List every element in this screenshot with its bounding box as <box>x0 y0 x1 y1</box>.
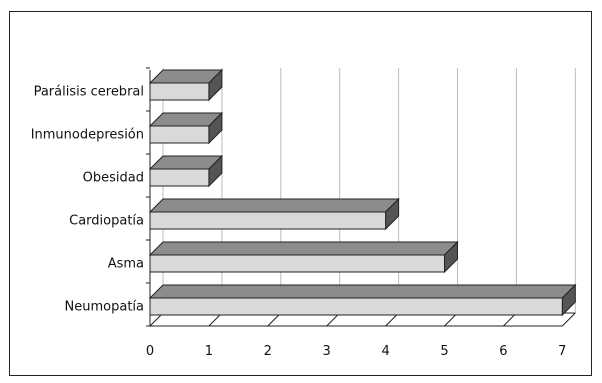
bar-1 <box>148 283 577 317</box>
floor-diagonal-7 <box>561 312 576 327</box>
bar-4 <box>148 154 224 188</box>
bar-front-2 <box>149 254 445 273</box>
bar-front-3 <box>149 211 387 230</box>
bar-5 <box>148 111 224 145</box>
category-label-6: Parálisis cerebral <box>34 85 144 100</box>
x-tick-label-5: 5 <box>440 344 448 359</box>
category-label-3: Cardiopatía <box>69 214 144 229</box>
x-tick-label-0: 0 <box>146 344 154 359</box>
category-label-2: Asma <box>108 257 144 272</box>
bar-front-4 <box>149 168 210 187</box>
category-label-5: Inmunodepresión <box>31 128 144 143</box>
category-label-4: Obesidad <box>83 171 144 186</box>
x-tick-label-4: 4 <box>381 344 389 359</box>
bar-6 <box>148 68 224 102</box>
bar-2 <box>148 240 459 274</box>
axis-layer <box>146 67 563 327</box>
x-tick-label-6: 6 <box>499 344 507 359</box>
bar-front-6 <box>149 82 210 101</box>
bar-top-3 <box>148 198 400 213</box>
bar-front-1 <box>149 297 563 316</box>
x-tick-label-7: 7 <box>558 344 566 359</box>
bar-3 <box>148 197 400 231</box>
x-tick-label-2: 2 <box>264 344 272 359</box>
bar-front-5 <box>149 125 210 144</box>
category-label-1: Neumopatía <box>65 300 144 315</box>
bar-top-2 <box>148 241 459 256</box>
bar-top-1 <box>148 284 577 299</box>
x-tick-label-1: 1 <box>205 344 213 359</box>
x-tick-label-3: 3 <box>323 344 331 359</box>
bars-layer <box>148 68 577 317</box>
label-layer: Neumopatía Asma Cardiopatía Obesidad Inmunod… <box>31 85 567 360</box>
